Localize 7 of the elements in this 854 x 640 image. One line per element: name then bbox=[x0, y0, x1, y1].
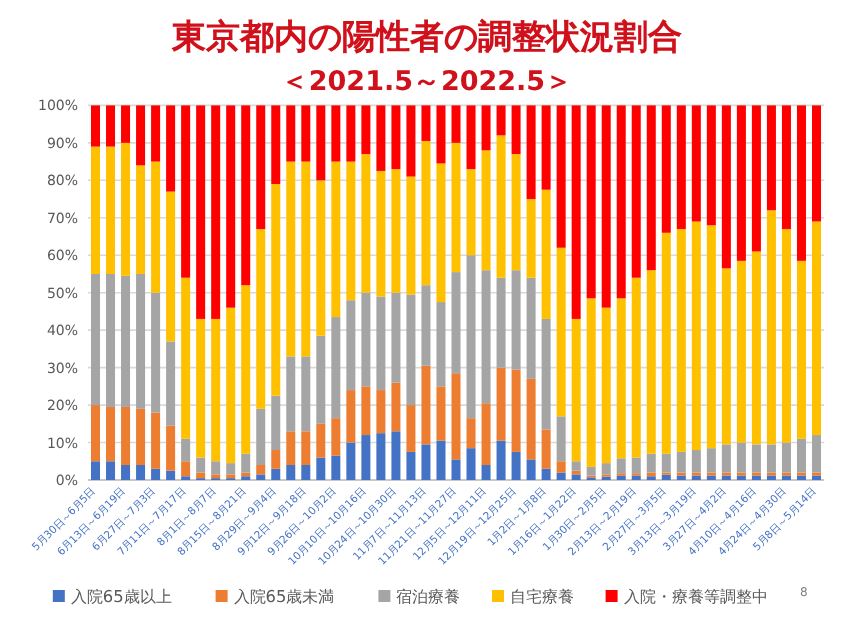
legend-label: 入院・療養等調整中 bbox=[623, 586, 768, 606]
legend-label: 宿泊療養 bbox=[396, 586, 461, 606]
chart-subtitle: ＜2021.5～2022.5＞ bbox=[280, 66, 574, 98]
legend-label: 入院65歳以上 bbox=[70, 586, 172, 606]
legend-label: 自宅療養 bbox=[510, 586, 574, 606]
legend-label: 入院65歳未満 bbox=[233, 586, 335, 606]
chart-title: 東京都内の陽性者の調整状況割合 bbox=[170, 18, 682, 58]
